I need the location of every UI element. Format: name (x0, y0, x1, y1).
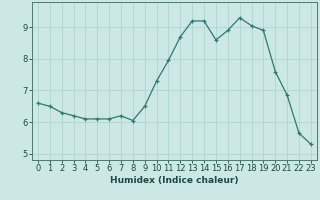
X-axis label: Humidex (Indice chaleur): Humidex (Indice chaleur) (110, 176, 239, 185)
